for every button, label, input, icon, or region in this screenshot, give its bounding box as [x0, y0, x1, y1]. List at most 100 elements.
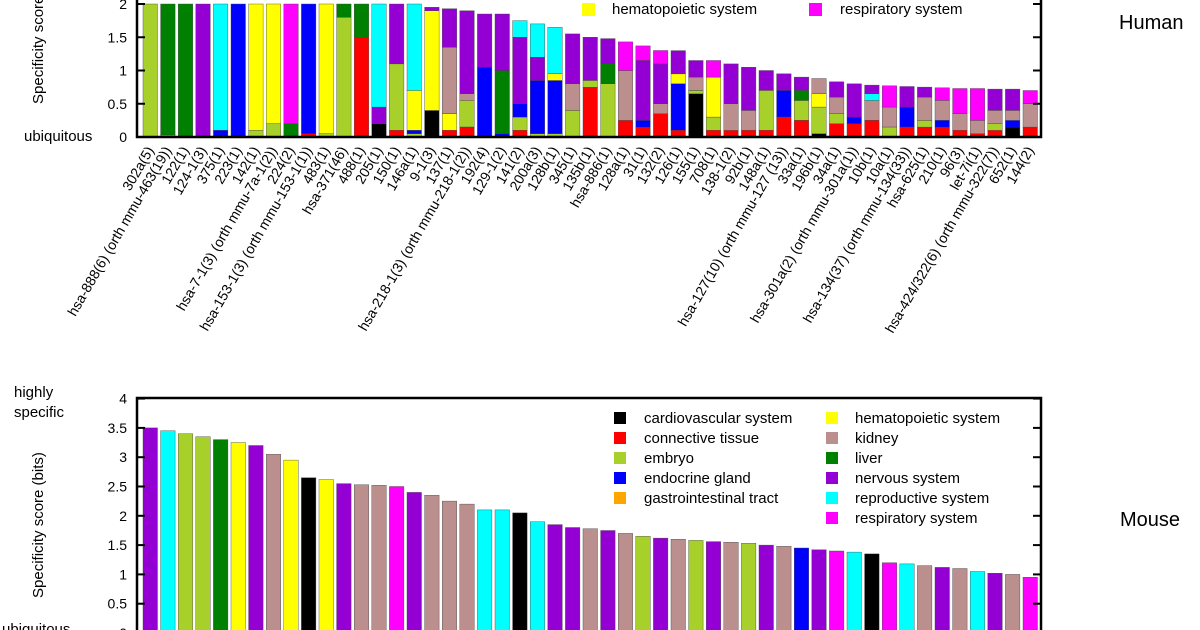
human-bar-39 — [811, 78, 827, 138]
human-bar-2 — [160, 3, 176, 138]
mouse-legend-label-cardiovascular-system: cardiovascular system — [644, 410, 792, 427]
human-x-tick-labels: 302a(5)hsa-888(6) (orth mmu-463(19))122(… — [64, 144, 1037, 336]
human-bar-50 — [1005, 88, 1021, 138]
mouse-bar-41 — [846, 551, 862, 630]
mouse-bar-20 — [477, 509, 493, 630]
human-y-tick-label-0-5: 0.5 — [108, 96, 128, 112]
mouse-bar-43 — [882, 562, 897, 630]
human-bar-51 — [1022, 90, 1038, 138]
human-bar-6-segment-endocrine-gland — [230, 3, 246, 138]
human-bar-40 — [829, 81, 845, 138]
mouse-bar-37 — [776, 546, 792, 630]
mouse-y-tick-label-0: 0 — [119, 625, 127, 630]
human-bar-16 — [406, 3, 422, 138]
human-bar-22-segment-endocrine-gland — [512, 103, 528, 118]
human-bar-9-segment-liver — [283, 123, 299, 138]
mouse-ubiquitous-label: ubiquitous — [2, 621, 70, 630]
mouse-bar-51 — [1022, 577, 1038, 630]
human-bar-28-segment-respiratory-system — [618, 41, 633, 71]
human-ubiquitous-label: ubiquitous — [24, 128, 92, 145]
human-bar-38 — [794, 76, 809, 138]
mouse-legend-label-reproductive-system: reproductive system — [855, 490, 989, 507]
human-bar-27-segment-embryo — [600, 83, 616, 138]
human-bar-18-segment-hematopoietic-system — [442, 113, 457, 131]
human-bar-35 — [741, 66, 757, 138]
human-bar-35-segment-nervous-system — [741, 66, 757, 111]
mouse-y-tick-label-2-5: 2.5 — [108, 479, 128, 495]
human-bar-29-segment-nervous-system — [635, 60, 651, 121]
human-bar-45-segment-kidney — [917, 96, 933, 121]
human-bar-26 — [582, 37, 598, 138]
mouse-legend-swatch-cardiovascular-system — [614, 412, 626, 424]
mouse-legend-swatch-reproductive-system — [826, 492, 838, 504]
human-bar-36-segment-embryo — [758, 90, 774, 131]
human-bar-28 — [618, 41, 633, 138]
mouse-bar-24 — [547, 524, 563, 630]
mouse-bar-45 — [917, 565, 933, 630]
mouse-bar-38 — [794, 547, 809, 630]
human-bar-41-segment-endocrine-gland — [846, 116, 862, 124]
human-bar-21-segment-liver — [494, 70, 510, 134]
human-bar-28-segment-kidney — [618, 70, 633, 121]
human-y-axis-label: Specificity score — [30, 0, 47, 104]
human-bar-10-segment-endocrine-gland — [301, 3, 317, 134]
human-bar-42-segment-connective-tissue — [864, 120, 880, 138]
human-y-tick-label-1: 1 — [119, 63, 127, 79]
human-bar-46 — [934, 87, 950, 138]
human-bar-22-segment-embryo — [512, 116, 528, 131]
human-bar-36 — [758, 70, 774, 138]
human-bar-3 — [177, 3, 193, 138]
human-bar-15-segment-nervous-system — [389, 3, 405, 65]
mouse-legend-label-connective-tissue: connective tissue — [644, 430, 759, 447]
human-bar-48 — [970, 88, 985, 138]
human-bar-40-segment-nervous-system — [829, 81, 845, 98]
mouse-y-tick-label-1-5: 1.5 — [108, 537, 128, 553]
human-bar-29-segment-connective-tissue — [635, 126, 651, 138]
human-bar-18-segment-nervous-system — [442, 8, 457, 48]
human-bar-9 — [283, 3, 299, 138]
human-bar-16-segment-hematopoietic-system — [406, 90, 422, 131]
mouse-bar-30 — [653, 537, 669, 630]
human-bar-28-segment-connective-tissue — [618, 120, 633, 138]
species-label-mouse: Mouse — [1120, 509, 1180, 531]
mouse-panel: 0 0.5 1 1.5 2 2.5 3 3.5 4 Specificity score (bit… — [2, 384, 1180, 630]
mouse-bar-39 — [811, 549, 827, 630]
mouse-legend-label-respiratory-system: respiratory system — [855, 510, 978, 527]
human-bar-13-segment-liver — [354, 3, 369, 38]
human-panel: 0 0.5 1 1.5 2 302a(5)hsa-888(6) (orth mmu-46… — [24, 0, 1183, 335]
mouse-bar-23 — [530, 521, 545, 630]
human-bar-3-segment-liver — [177, 3, 193, 138]
human-bar-6 — [230, 3, 246, 138]
human-bar-1-segment-embryo — [142, 3, 158, 138]
human-bar-25-segment-kidney — [565, 83, 581, 111]
mouse-bar-26 — [582, 528, 598, 630]
human-bar-48-segment-kidney — [970, 120, 985, 134]
human-bar-30 — [653, 50, 669, 138]
human-bar-26-segment-connective-tissue — [582, 86, 598, 138]
human-legend: hematopoietic system respiratory system — [582, 1, 963, 18]
human-bar-29-segment-endocrine-gland — [635, 120, 651, 128]
mouse-bar-22 — [512, 512, 528, 630]
human-bar-21-segment-nervous-system — [494, 13, 510, 71]
mouse-bar-10 — [301, 477, 317, 630]
mouse-bar-36 — [758, 544, 774, 630]
mouse-bar-9 — [283, 459, 299, 630]
human-bar-33-segment-embryo — [706, 116, 721, 131]
human-bar-22 — [512, 20, 528, 138]
human-bar-45 — [917, 86, 933, 138]
mouse-bar-34 — [723, 542, 739, 630]
human-legend-swatch-respiratory — [809, 3, 822, 16]
human-bar-49-segment-nervous-system — [987, 88, 1003, 111]
mouse-legend-label-embryo: embryo — [644, 450, 694, 467]
human-bar-45-segment-nervous-system — [917, 86, 933, 98]
human-bar-39-segment-kidney — [811, 78, 827, 95]
mouse-bar-2 — [160, 430, 176, 630]
human-bar-14-segment-reproductive-system — [371, 3, 387, 108]
mouse-y-tick-label-3-5: 3.5 — [108, 420, 128, 436]
mouse-bar-14 — [371, 485, 387, 630]
human-bar-4 — [195, 3, 211, 138]
human-bar-43-segment-kidney — [882, 106, 897, 128]
mouse-legend-swatch-liver — [826, 452, 838, 464]
human-bar-38-segment-nervous-system — [794, 76, 809, 91]
human-bar-32-segment-embryo — [688, 90, 704, 94]
